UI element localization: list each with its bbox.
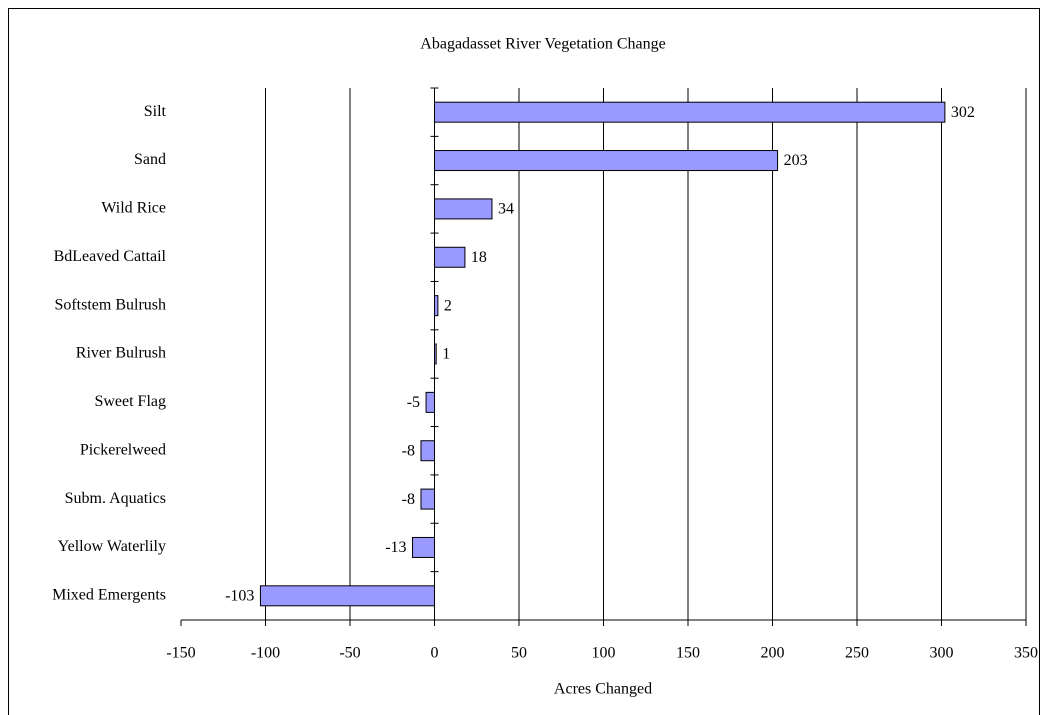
y-tick-label: Mixed Emergents xyxy=(52,586,166,603)
bar xyxy=(434,150,779,172)
y-tick-label: Yellow Waterlily xyxy=(58,538,166,555)
data-label: -8 xyxy=(402,442,415,459)
x-tick-label: -50 xyxy=(339,645,360,662)
y-tick-label: Subm. Aquatics xyxy=(65,490,166,507)
y-tick-label: Pickerelweed xyxy=(80,441,166,458)
x-tick-label: 350 xyxy=(1014,645,1038,662)
data-label: 2 xyxy=(444,297,452,314)
x-tick-label: -100 xyxy=(251,645,280,662)
bar xyxy=(434,198,493,220)
bar xyxy=(434,101,946,123)
data-label: 302 xyxy=(951,104,975,121)
data-label: 1 xyxy=(442,346,450,363)
y-tick-label: Wild Rice xyxy=(101,200,166,217)
data-label: -103 xyxy=(225,587,254,604)
x-tick-label: 300 xyxy=(930,645,954,662)
x-axis-label: Acres Changed xyxy=(554,681,652,698)
bar xyxy=(420,488,436,510)
x-tick-label: 0 xyxy=(431,645,439,662)
x-tick-label: 200 xyxy=(761,645,785,662)
x-tick-label: 100 xyxy=(592,645,616,662)
x-tick-label: 250 xyxy=(845,645,869,662)
chart-border xyxy=(8,8,1040,715)
bar xyxy=(434,246,466,268)
bar xyxy=(259,585,435,607)
x-tick-label: -150 xyxy=(166,645,195,662)
y-tick-label: River Bulrush xyxy=(76,345,166,362)
bar xyxy=(434,295,439,317)
bar xyxy=(425,391,435,413)
bar xyxy=(420,440,436,462)
bar xyxy=(434,343,437,365)
chart-title: Abagadasset River Vegetation Change xyxy=(420,36,665,53)
y-tick-label: Sweet Flag xyxy=(94,393,166,410)
data-label: 34 xyxy=(498,201,514,218)
x-tick-label: 150 xyxy=(676,645,700,662)
y-tick-label: Sand xyxy=(134,151,166,168)
data-label: 203 xyxy=(784,152,808,169)
y-tick-label: Softstem Bulrush xyxy=(54,296,166,313)
y-tick-label: BdLeaved Cattail xyxy=(54,248,167,265)
bar xyxy=(412,536,435,558)
data-label: -13 xyxy=(385,539,406,556)
data-label: -5 xyxy=(407,394,420,411)
x-tick-label: 50 xyxy=(511,645,527,662)
data-label: 18 xyxy=(471,249,487,266)
data-label: -8 xyxy=(402,491,415,508)
y-tick-label: Silt xyxy=(144,103,167,120)
